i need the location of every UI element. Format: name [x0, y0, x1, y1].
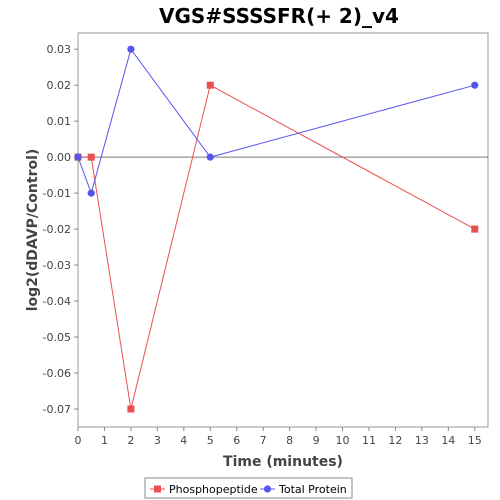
chart-title: VGS#SSSSFR(+ 2)_v4 [159, 4, 399, 28]
y-tick-label: 0.00 [47, 151, 72, 164]
plot-area [77, 32, 489, 428]
x-tick-label: 1 [101, 434, 108, 447]
phosphopeptide-point [87, 153, 95, 161]
series-layer [74, 45, 479, 413]
y-tick-label: 0.01 [47, 115, 72, 128]
x-tick-label: 9 [313, 434, 320, 447]
y-axis: -0.07 -0.06 -0.05 -0.04 -0.03 -0.02 -0.01 0.00 0… [43, 43, 78, 416]
total-protein-point [127, 45, 135, 53]
x-tick-label: 14 [441, 434, 455, 447]
legend-box [144, 477, 353, 499]
x-tick-label: 5 [207, 434, 214, 447]
total-protein-point [471, 81, 479, 89]
total-protein-point [206, 153, 214, 161]
y-tick-label: -0.07 [43, 403, 71, 416]
x-axis: 0 1 2 3 4 5 6 7 8 9 10 11 12 13 14 15 [75, 427, 482, 447]
y-tick-label: -0.03 [43, 259, 71, 272]
x-tick-label: 6 [233, 434, 240, 447]
phosphopeptide-point [206, 81, 214, 89]
legend-marker-total-protein [263, 485, 272, 493]
x-tick-label: 7 [260, 434, 267, 447]
y-axis-label: log2(dDAVP/Control) [25, 149, 41, 312]
phosphopeptide-point [471, 225, 479, 233]
y-tick-label: -0.06 [43, 367, 71, 380]
x-tick-label: 8 [286, 434, 293, 447]
x-tick-label: 0 [75, 434, 82, 447]
phosphopeptide-point [127, 405, 135, 413]
total-protein-point [74, 153, 82, 161]
x-tick-label: 12 [388, 434, 402, 447]
x-tick-label: 4 [180, 434, 187, 447]
x-axis-label: Time (minutes) [223, 454, 343, 470]
y-tick-label: -0.05 [43, 331, 71, 344]
legend-label-phosphopeptide: Phosphopeptide [169, 483, 258, 496]
legend-label-total-protein: Total Protein [278, 483, 347, 496]
y-tick-label: -0.04 [43, 295, 71, 308]
x-tick-label: 15 [468, 434, 482, 447]
x-tick-label: 13 [415, 434, 429, 447]
x-tick-label: 3 [154, 434, 161, 447]
y-tick-label: 0.02 [47, 79, 72, 92]
x-tick-label: 10 [336, 434, 350, 447]
y-tick-label: 0.03 [47, 43, 72, 56]
total-protein-point [87, 189, 95, 197]
x-tick-label: 2 [127, 434, 134, 447]
legend-marker-phosphopeptide [154, 485, 161, 493]
y-tick-label: -0.02 [43, 223, 71, 236]
legend: Phosphopeptide Total Protein [144, 477, 353, 499]
y-tick-label: -0.01 [43, 187, 71, 200]
x-tick-label: 11 [362, 434, 376, 447]
